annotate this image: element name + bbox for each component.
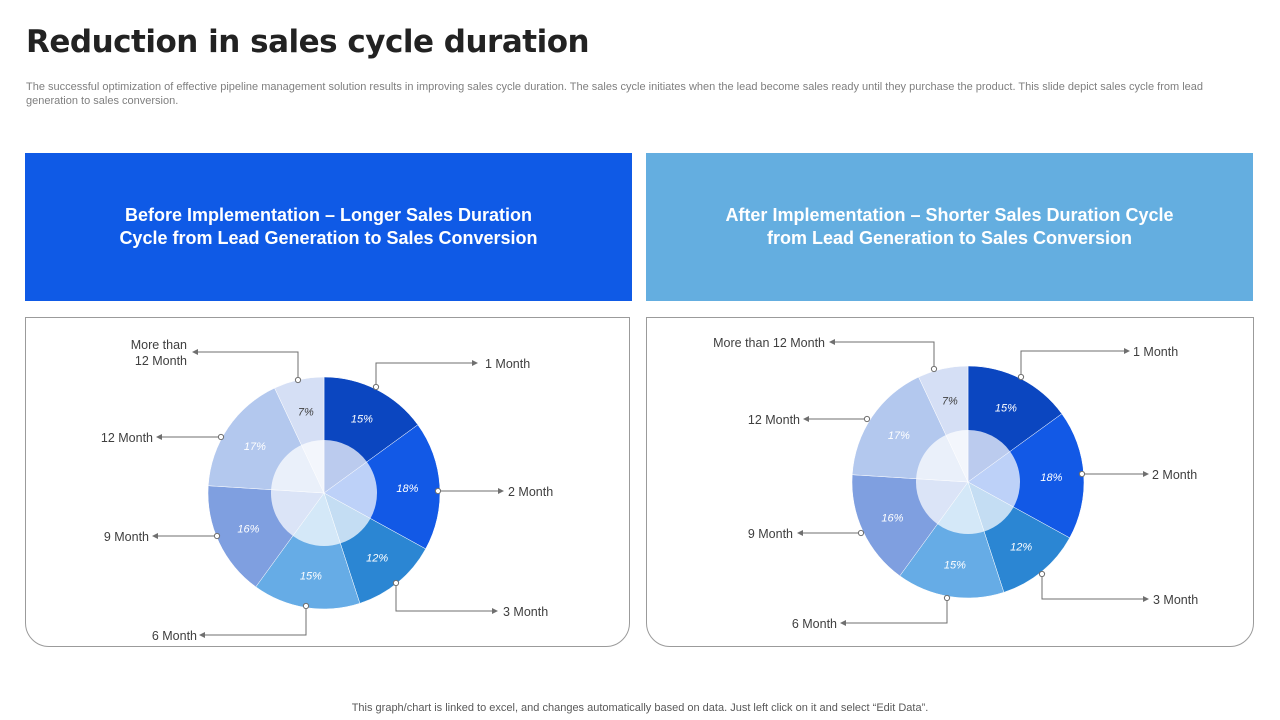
leader-line-more-than-12-month xyxy=(833,341,935,369)
leader-arrow-3-month xyxy=(1143,596,1149,602)
leader-arrow-12-month xyxy=(803,416,809,422)
leader-line-6-month xyxy=(844,598,948,624)
leader-arrow-12-month xyxy=(156,434,162,440)
pie-value-labels: 15% 18% 12% 15% 16% 17% 7% xyxy=(881,396,1062,572)
pie-inner-1-month xyxy=(968,430,1011,482)
value-label-12-month: 17% xyxy=(244,441,266,453)
after-chart-panel: 15% 18% 12% 15% 16% 17% 7% 1 Month 2 Month 3 Mont… xyxy=(646,317,1254,647)
pie-inner-3-month xyxy=(968,482,1014,532)
category-label-3-month: 3 Month xyxy=(503,605,548,619)
category-label-3-month: 3 Month xyxy=(1153,593,1198,607)
leader-arrow-9-month xyxy=(797,530,803,536)
page-subtitle: The successful optimization of effective… xyxy=(26,81,1204,107)
leader-arrow-1-month xyxy=(1124,348,1130,354)
value-label-12-month: 17% xyxy=(888,430,910,442)
pie-slice-2-month[interactable] xyxy=(323,424,441,550)
value-label-9-month: 16% xyxy=(237,524,259,536)
leader-arrow-more-than-12-month xyxy=(829,339,835,345)
leader-line-3-month xyxy=(1041,574,1145,600)
after-implementation-header: After Implementation – Shorter Sales Dur… xyxy=(646,153,1253,301)
category-label-9-month: 9 Month xyxy=(104,530,149,544)
leader-dot-6-month xyxy=(302,602,310,610)
value-label-9-month: 16% xyxy=(881,513,903,525)
category-label-2-month: 2 Month xyxy=(1152,468,1197,482)
pie-inner-ring xyxy=(915,430,1020,534)
leader-arrow-9-month xyxy=(152,533,158,539)
category-label-more-than-12-month: More than 12 Month xyxy=(131,338,187,368)
pie-leader-lines: 1 Month 2 Month 3 Month 6 Month 9 Month 12 Mo… xyxy=(101,338,553,643)
pie-inner-more-than-12-month xyxy=(945,430,968,482)
leader-line-1-month xyxy=(375,362,474,387)
category-label-more-than-12-month: More than 12 Month xyxy=(713,336,825,350)
value-label-more-than-12-month: 7% xyxy=(298,407,314,419)
pie-inner-9-month xyxy=(915,478,968,525)
category-label-6-month: 6 Month xyxy=(792,617,837,631)
before-pie-chart[interactable]: 15% 18% 12% 15% 16% 17% 7% 1 Month 2 Month 3 Mont… xyxy=(26,318,631,648)
pie-inner-6-month xyxy=(937,482,985,534)
after-header-text: After Implementation – Shorter Sales Dur… xyxy=(725,205,1174,248)
value-label-3-month: 12% xyxy=(366,552,388,564)
before-header-text: Before Implementation – Longer Sales Dur… xyxy=(119,205,538,248)
leader-arrow-3-month xyxy=(492,608,498,614)
pie-inner-6-month xyxy=(292,493,341,547)
leader-dot-3-month xyxy=(392,579,400,587)
value-label-2-month: 18% xyxy=(1040,472,1062,484)
leader-arrow-2-month xyxy=(1143,471,1149,477)
category-label-2-month: 2 Month xyxy=(508,485,553,499)
pie-value-labels: 15% 18% 12% 15% 16% 17% 7% xyxy=(237,407,418,583)
leader-arrow-6-month xyxy=(199,632,205,638)
leader-arrow-1-month xyxy=(472,360,478,366)
category-label-6-month: 6 Month xyxy=(152,629,197,643)
pie-inner-3-month xyxy=(324,493,371,544)
leader-line-more-than-12-month xyxy=(196,351,299,380)
leader-line-6-month xyxy=(203,606,307,636)
pie-inner-ring xyxy=(270,440,377,547)
value-label-1-month: 15% xyxy=(351,414,373,426)
category-label-12-month: 12 Month xyxy=(101,431,153,445)
pie-inner-9-month xyxy=(270,489,324,536)
page-title: Reduction in sales cycle duration xyxy=(26,24,590,60)
footer-note: This graph/chart is linked to excel, and… xyxy=(351,702,929,714)
leader-arrow-more-than-12-month xyxy=(192,349,198,355)
category-label-12-month: 12 Month xyxy=(748,413,800,427)
pie-inner-more-than-12-month xyxy=(301,440,324,493)
leader-dot-more-than-12-month xyxy=(294,376,302,384)
category-label-9-month: 9 Month xyxy=(748,527,793,541)
pie-slice-6-month[interactable] xyxy=(899,481,1005,599)
leader-arrow-6-month xyxy=(840,620,846,626)
pie-inner-12-month xyxy=(916,434,968,482)
leader-dot-3-month xyxy=(1038,570,1046,578)
leader-dot-9-month xyxy=(213,532,221,540)
pie-leader-lines: 1 Month 2 Month 3 Month 6 Month 9 Month 12 Mo… xyxy=(713,336,1198,631)
leader-dot-2-month xyxy=(434,487,442,495)
value-label-6-month: 15% xyxy=(300,571,322,583)
value-label-6-month: 15% xyxy=(944,560,966,572)
leader-dot-1-month xyxy=(372,383,380,391)
leader-line-3-month xyxy=(395,583,494,612)
leader-dot-2-month xyxy=(1078,470,1086,478)
leader-dot-more-than-12-month xyxy=(930,365,938,373)
before-implementation-header: Before Implementation – Longer Sales Dur… xyxy=(25,153,632,301)
before-chart-panel: 15% 18% 12% 15% 16% 17% 7% 1 Month 2 Month 3 Mont… xyxy=(25,317,630,647)
value-label-3-month: 12% xyxy=(1010,541,1032,553)
category-label-1-month: 1 Month xyxy=(485,357,530,371)
leader-arrow-2-month xyxy=(498,488,504,494)
after-pie-chart[interactable]: 15% 18% 12% 15% 16% 17% 7% 1 Month 2 Month 3 Mont… xyxy=(647,318,1255,648)
pie-inner-2-month xyxy=(968,451,1020,508)
leader-dot-12-month xyxy=(217,433,225,441)
value-label-2-month: 18% xyxy=(396,483,418,495)
leader-dot-12-month xyxy=(863,415,871,423)
pie-inner-2-month xyxy=(324,461,377,519)
leader-dot-9-month xyxy=(857,529,865,537)
category-label-1-month: 1 Month xyxy=(1133,345,1178,359)
value-label-more-than-12-month: 7% xyxy=(942,396,958,408)
pie-inner-12-month xyxy=(271,445,324,493)
leader-dot-1-month xyxy=(1017,373,1025,381)
leader-line-1-month xyxy=(1020,350,1126,377)
value-label-1-month: 15% xyxy=(995,403,1017,415)
leader-dot-6-month xyxy=(943,594,951,602)
pie-inner-1-month xyxy=(324,440,367,493)
